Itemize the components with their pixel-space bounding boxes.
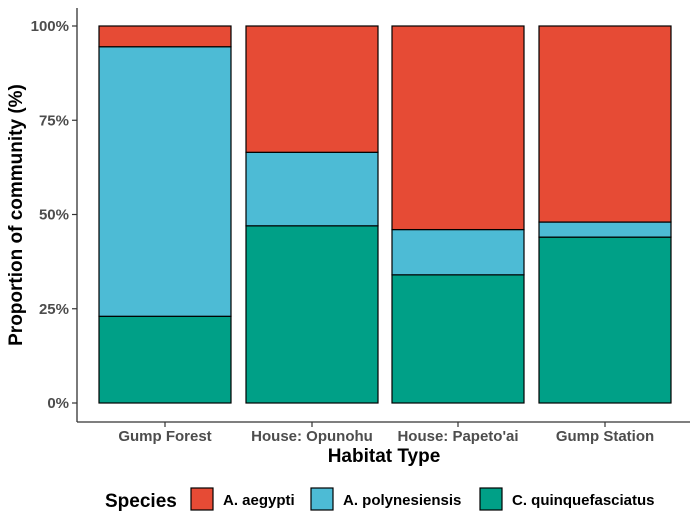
bar-segment [98,46,232,317]
y-axis-title: Proportion of community (%) [6,84,27,346]
bar-segment [391,228,525,276]
bar-segment [98,25,232,48]
bar-segment [538,236,672,404]
bar-segment [245,151,379,227]
bar-segment [538,221,672,238]
bars-layer [98,25,672,404]
bar-segment [538,25,672,223]
bar-segment [391,274,525,404]
legend-key [190,487,214,511]
bar-segment [245,25,379,153]
legend-label: C. quinquefasciatus [512,492,655,509]
y-tick-label: 0% [47,395,69,412]
legend-title: Species [105,491,177,512]
y-tick-label: 100% [31,18,69,35]
x-tick-label: Gump Station [556,428,654,445]
bar-segment [391,25,525,231]
bar-segment [98,315,232,404]
x-tick-label: House: Opunohu [251,428,373,445]
x-axis-title: Habitat Type [328,446,441,467]
x-tick-label: House: Papeto'ai [397,428,518,445]
y-tick-label: 50% [39,207,69,224]
y-ticks: 0% 25% 50% 75% 100% [31,18,77,412]
legend-key [310,487,334,511]
bar-segment [245,225,379,404]
y-tick-label: 75% [39,112,69,129]
legend-key [479,487,503,511]
legend: Species A. aegypti A. polynesiensis C. qui… [105,487,655,512]
axes-layer: 0% 25% 50% 75% 100% Gump Forest House: Opunoh… [31,8,690,445]
y-tick-label: 25% [39,301,69,318]
legend-label: A. polynesiensis [343,492,461,509]
x-ticks: Gump Forest House: Opunohu House: Papeto'a… [118,422,654,445]
x-tick-label: Gump Forest [118,428,211,445]
legend-label: A. aegypti [223,492,295,509]
